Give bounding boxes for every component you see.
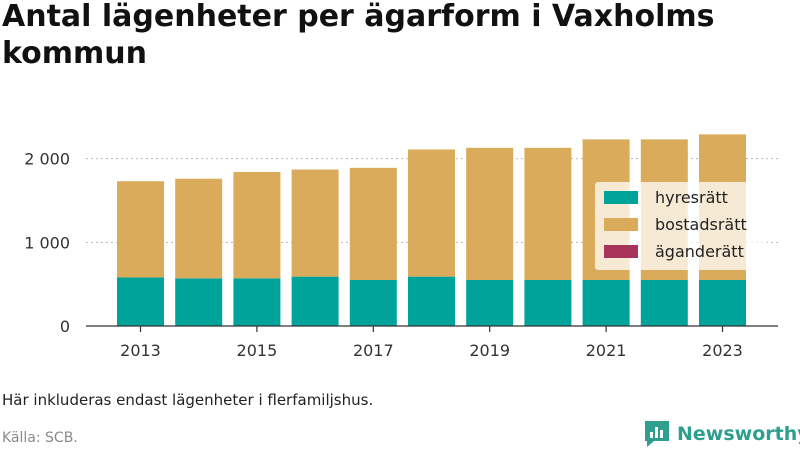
brand-name: Newsworthy [677,423,800,445]
legend-swatch-hyresrätt [604,191,638,204]
legend-label: hyresrätt [655,188,728,207]
brand-logo[interactable]: Newsworthy [644,420,800,448]
x-tick-label: 2013 [120,341,161,360]
x-tick-label: 2023 [702,341,743,360]
x-tick-label: 2017 [353,341,394,360]
legend: hyresrätt bostadsrätt äganderätt [595,182,767,270]
bar-bostadsrätt-2016 [291,169,339,277]
bar-bostadsrätt-2015 [233,172,281,279]
bars [117,134,746,326]
bar-hyresrätt-2022 [640,279,688,326]
x-axis-ticks: 2013 2015 2017 2019 2021 2023 [120,326,743,360]
bar-hyresrätt-2019 [466,279,514,326]
bar-hyresrätt-2013 [117,277,164,326]
legend-swatch-bostadsrätt [604,218,638,231]
x-tick-label: 2019 [469,341,510,360]
bar-hyresrätt-2015 [233,278,281,326]
bar-bostadsrätt-2017 [349,167,397,280]
legend-label: bostadsrätt [655,215,747,234]
newsworthy-logo-icon [645,421,669,447]
y-tick-label: 1 000 [24,233,70,252]
chart-title: Antal lägenheter per ägarform i Vaxholms… [2,0,715,71]
bar-hyresrätt-2016 [291,276,339,326]
y-tick-label: 0 [60,317,70,336]
bar-bostadsrätt-2013 [117,181,164,278]
x-tick-label: 2015 [237,341,278,360]
bar-hyresrätt-2017 [349,279,397,326]
x-tick-label: 2021 [586,341,627,360]
bar-bostadsrätt-2014 [175,178,223,279]
bar-hyresrätt-2018 [408,276,455,326]
y-tick-label: 2 000 [24,150,70,169]
bar-bostadsrätt-2019 [466,147,514,280]
bar-bostadsrätt-2020 [524,147,572,280]
bar-bostadsrätt-2018 [408,149,455,277]
bar-hyresrätt-2021 [582,279,630,326]
bar-hyresrätt-2014 [175,278,223,326]
chart-note: Här inkluderas endast lägenheter i flerf… [2,391,374,409]
legend-label: äganderätt [655,242,744,261]
source-text: Källa: SCB. [2,430,78,446]
bar-hyresrätt-2023 [699,279,746,326]
y-axis-ticks: 0 1 000 2 000 [24,150,70,336]
legend-swatch-äganderätt [604,245,638,258]
bar-hyresrätt-2020 [524,279,572,326]
